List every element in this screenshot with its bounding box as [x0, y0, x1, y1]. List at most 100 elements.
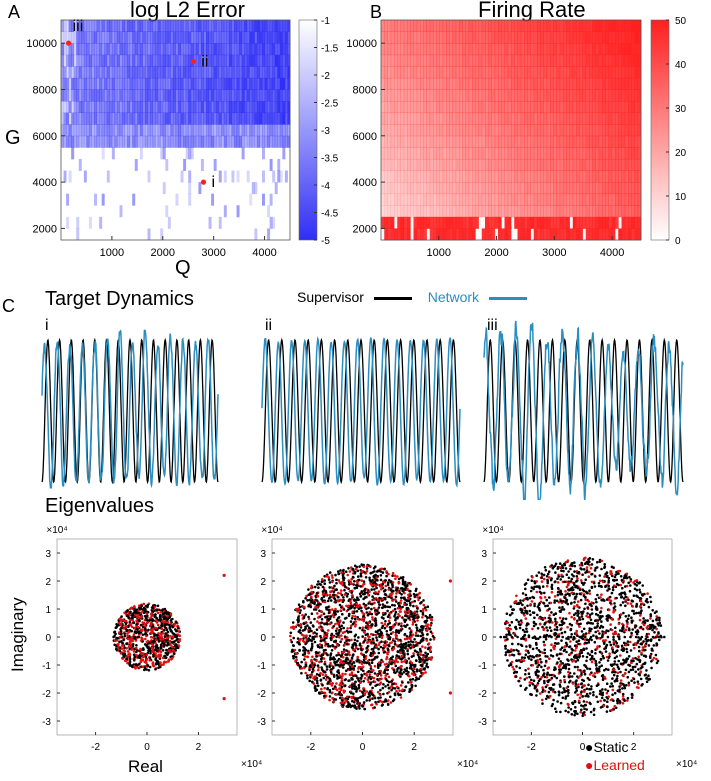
heatmap-cell: [218, 89, 222, 102]
static-eigenvalue: [329, 599, 333, 602]
heatmap-cell: [504, 31, 509, 44]
heatmap-cell: [413, 101, 418, 114]
heatmap-cell: [472, 101, 476, 114]
static-eigenvalue: [325, 636, 328, 640]
heatmap-cell: [190, 89, 194, 102]
heatmap-cell: [390, 54, 395, 67]
heatmap-cell: [162, 66, 166, 79]
learned-eigenvalue: [137, 616, 141, 620]
colorbar-tick-label: -2: [321, 71, 330, 82]
heatmap-cell: [582, 158, 587, 171]
heatmap-cell: [429, 147, 434, 160]
static-eigenvalue: [338, 696, 342, 700]
heatmap-cell: [99, 54, 103, 67]
heatmap-cell: [585, 158, 590, 171]
heatmap-cell: [517, 31, 522, 44]
static-eigenvalue: [153, 634, 156, 638]
heatmap-cell: [576, 135, 580, 148]
heatmap-cell: [119, 77, 123, 90]
heatmap-cell: [488, 193, 492, 206]
heatmap-cell: [485, 205, 489, 218]
heatmap-cell: [203, 54, 207, 67]
static-eigenvalue: [374, 622, 378, 625]
heatmap-cell: [231, 31, 235, 44]
heatmap-cell: [397, 101, 401, 114]
heatmap-cell: [403, 228, 408, 241]
heatmap-cell: [400, 101, 405, 114]
heatmap-cell: [494, 66, 499, 79]
heatmap-cell: [81, 112, 85, 125]
heatmap-cell: [452, 135, 457, 148]
heatmap-cell: [246, 170, 250, 183]
heatmap-cell: [251, 101, 255, 114]
heatmap-cell: [439, 228, 444, 241]
heatmap-cell: [127, 124, 131, 137]
heatmap-cell: [132, 20, 136, 32]
heatmap-cell: [407, 54, 411, 67]
static-eigenvalue: [350, 685, 354, 689]
heatmap-cell: [631, 112, 635, 125]
trace-panel-label: i: [45, 317, 49, 334]
heatmap-cell: [94, 77, 98, 90]
heatmap-cell: [190, 101, 194, 114]
heatmap-cell: [540, 170, 544, 183]
heatmap-cell: [144, 101, 148, 114]
heatmap-cell: [631, 216, 635, 229]
learned-eigenvalue: [128, 640, 132, 644]
learned-eigenvalue: [321, 673, 325, 676]
heatmap-cell: [254, 31, 258, 44]
heatmap-cell: [104, 89, 108, 102]
heatmap-cell: [533, 205, 538, 218]
heatmap-cell: [576, 228, 580, 241]
heatmap-cell: [239, 31, 243, 44]
heatmap-cell: [403, 77, 408, 90]
heatmap-cell: [407, 66, 411, 79]
learned-eigenvalue: [138, 604, 141, 607]
heatmap-cell: [634, 31, 639, 44]
heatmap-cell: [206, 20, 209, 32]
heatmap-cell: [397, 205, 401, 218]
heatmap-cell: [576, 170, 580, 183]
heatmap-cell: [605, 66, 609, 79]
heatmap-cell: [475, 170, 479, 183]
heatmap-cell: [488, 124, 492, 137]
learned-eigenvalue: [167, 660, 170, 663]
heatmap-cell: [572, 135, 577, 148]
static-eigenvalue: [153, 615, 157, 619]
static-eigenvalue: [404, 625, 407, 628]
learned-eigenvalue: [373, 601, 376, 605]
learned-eigenvalue: [134, 613, 137, 617]
heatmap-cell: [195, 112, 199, 125]
static-eigenvalue: [421, 633, 425, 636]
learned-eigenvalue: [312, 682, 316, 685]
heatmap-cell: [618, 77, 622, 90]
heatmap-cell: [559, 216, 564, 229]
heatmap-cell: [251, 20, 255, 32]
static-eigenvalue: [314, 594, 318, 598]
heatmap-cell: [127, 101, 131, 114]
heatmap-cell: [216, 54, 220, 67]
heatmap-cell: [527, 193, 531, 206]
static-eigenvalue: [412, 592, 416, 596]
heatmap-cell: [211, 31, 215, 44]
heatmap-cell: [491, 124, 496, 137]
static-eigenvalue: [409, 589, 412, 593]
heatmap-cell: [475, 124, 479, 137]
static-eigenvalue: [124, 622, 128, 625]
heatmap-cell: [122, 66, 126, 79]
heatmap-cell: [172, 43, 176, 56]
heatmap-cell: [88, 66, 92, 79]
static-eigenvalue: [370, 607, 373, 611]
heatmap-cell: [218, 66, 222, 79]
heatmap-cell: [436, 66, 440, 79]
heatmap-cell: [637, 89, 642, 102]
heatmap-cell: [231, 124, 235, 137]
heatmap-cell: [96, 124, 100, 137]
heatmap-cell: [218, 54, 222, 67]
static-eigenvalue: [133, 655, 136, 659]
heatmap-cell: [611, 158, 616, 171]
heatmap-cell: [488, 89, 492, 102]
heatmap-cell: [511, 31, 515, 44]
learned-eigenvalue: [344, 700, 348, 703]
